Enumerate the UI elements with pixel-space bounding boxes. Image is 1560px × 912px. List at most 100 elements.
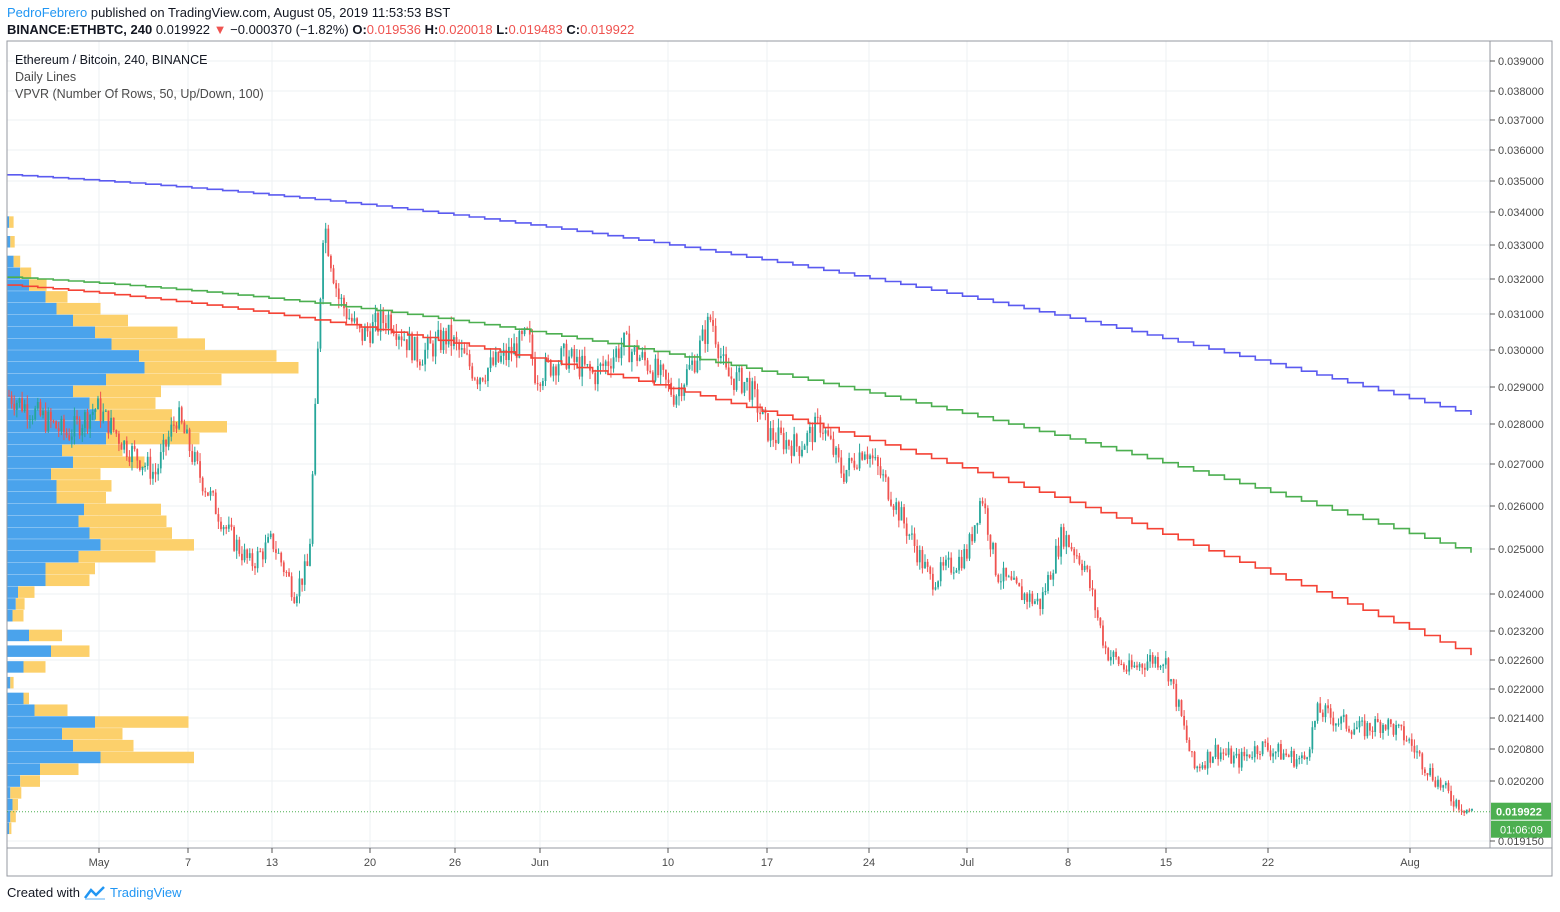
candle-body — [1204, 765, 1206, 769]
volume-profile-up-bar — [7, 421, 112, 433]
candle-body — [1421, 753, 1424, 770]
candle-body — [884, 474, 887, 478]
candle-body — [102, 411, 105, 422]
candle-body — [1117, 657, 1120, 665]
volume-profile-up-bar — [7, 716, 95, 728]
candle-body — [1455, 800, 1458, 807]
candle-body — [583, 355, 586, 365]
candle-body — [913, 533, 916, 547]
candle-body — [633, 346, 636, 352]
candle-body — [882, 474, 885, 476]
volume-profile-up-bar — [7, 586, 18, 598]
candle-body — [118, 433, 120, 444]
candle-body — [1020, 586, 1023, 601]
candle-body — [759, 412, 762, 415]
candle-body — [871, 455, 874, 459]
candle-body — [303, 561, 306, 585]
candle-body — [1416, 751, 1418, 753]
candle-body — [1366, 723, 1369, 737]
header-row-2: BINANCE:ETHBTC, 240 0.019922 ▼ −0.000370… — [7, 21, 634, 38]
candle-body — [665, 369, 667, 380]
candle-body — [1096, 610, 1099, 618]
candle-body — [31, 419, 34, 421]
candle-body — [536, 383, 539, 385]
volume-profile-up-bar — [7, 550, 79, 563]
candle-body — [814, 416, 816, 443]
candle-body — [405, 339, 408, 351]
candle-body — [1371, 730, 1374, 732]
candle-body — [1397, 724, 1400, 726]
candle-body — [1431, 768, 1434, 781]
candle-body — [141, 466, 144, 470]
volume-profile-down-bar — [78, 550, 156, 563]
low-value: 0.019483 — [508, 22, 563, 37]
candle-body — [887, 477, 890, 500]
candle-body — [1065, 535, 1068, 547]
candle-body — [751, 381, 754, 400]
legend-indicator-daily-lines[interactable]: Daily Lines — [15, 70, 77, 84]
last-price: 0.019922 — [155, 22, 211, 37]
candle-body — [531, 334, 534, 359]
volume-profile-down-bar — [139, 350, 277, 362]
x-tick-label: Jul — [960, 857, 974, 869]
y-tick-label: 0.021400 — [1498, 713, 1544, 725]
legend-indicator-vpvr[interactable]: VPVR (Number Of Rows, 50, Up/Down, 100) — [15, 87, 264, 101]
candle-body — [649, 370, 652, 373]
candle-body — [384, 323, 387, 329]
volume-profile-down-bar — [23, 692, 29, 705]
volume-profile-up-bar — [7, 216, 10, 228]
candle-body — [1026, 593, 1028, 602]
candle-body — [248, 553, 251, 558]
candle-body — [1437, 779, 1439, 787]
candle-body — [641, 352, 644, 358]
volume-profile-up-bar — [7, 692, 24, 705]
candle-body — [159, 452, 162, 469]
volume-profile-up-bar — [7, 302, 57, 315]
volume-profile-up-bar — [7, 645, 51, 657]
candle-body — [785, 440, 788, 450]
candle-body — [730, 376, 733, 379]
candle-body — [981, 501, 984, 504]
candle-body — [348, 317, 351, 319]
candle-body — [625, 332, 628, 334]
candle-body — [877, 456, 879, 467]
candle-body — [1460, 809, 1463, 811]
candle-body — [542, 380, 544, 386]
author-link[interactable]: PedroFebrero — [7, 5, 88, 20]
candle-body — [612, 357, 615, 369]
legend-symbol[interactable]: Ethereum / Bitcoin, 240, BINANCE — [15, 53, 208, 67]
candle-body — [1198, 766, 1201, 769]
candle-body — [515, 343, 518, 358]
candle-body — [523, 328, 526, 335]
candle-body — [251, 553, 254, 567]
candle-body — [620, 347, 623, 359]
candle-body — [261, 551, 264, 560]
candle-body — [390, 314, 393, 331]
chart-grid — [7, 41, 1490, 848]
close-label: C: — [566, 22, 581, 37]
candle-body — [369, 331, 372, 343]
candle-body — [837, 447, 840, 458]
candle-body — [432, 343, 434, 357]
candle-body — [971, 534, 974, 542]
tradingview-brand-link[interactable]: TradingView — [109, 885, 182, 900]
candle-body — [413, 336, 416, 361]
high-value: 0.020018 — [438, 22, 493, 37]
candle-body — [275, 549, 277, 553]
x-tick-label: 8 — [1065, 857, 1071, 869]
countdown-badge-text: 01:06:09 — [1500, 825, 1543, 837]
candle-body — [691, 360, 693, 365]
candle-body — [1206, 751, 1209, 769]
candle-body — [1308, 749, 1311, 758]
candle-body — [479, 377, 481, 385]
volume-profile-down-bar — [12, 798, 18, 811]
y-tick-label: 0.024000 — [1498, 589, 1544, 601]
candle-body — [112, 417, 115, 431]
candle-body — [1243, 751, 1246, 757]
volume-profile-down-bar — [95, 716, 189, 728]
x-tick-label: 26 — [449, 857, 461, 869]
candle-body — [1452, 801, 1455, 807]
volume-profile-down-bar — [84, 503, 161, 516]
candle-body — [960, 556, 963, 569]
